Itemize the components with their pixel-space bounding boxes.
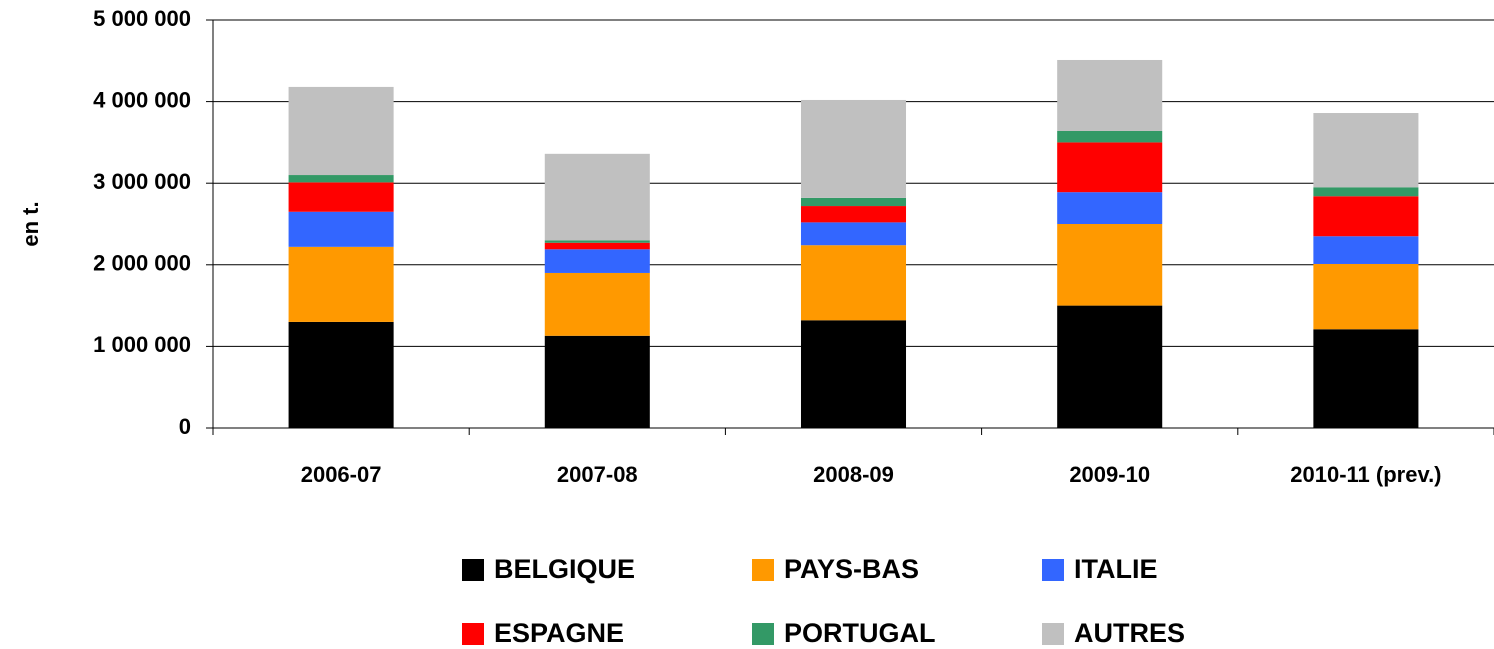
bar-segment [544,240,650,243]
bar-segment [1313,236,1419,264]
bar-segment [1313,263,1419,330]
x-tick-label: 2006-07 [301,462,382,487]
bar-segment [1057,305,1163,428]
bar-segment [288,246,394,322]
bar-segment [800,245,907,321]
y-axis-label: en t. [18,201,43,246]
bar-segment [288,211,394,247]
bar-segment [800,197,907,207]
bar-segment [288,182,394,212]
bar-segment [1057,142,1163,193]
legend-label: ITALIE [1074,554,1158,584]
legend-swatch [752,559,774,581]
bar-segment [1057,130,1163,143]
bar-segment [800,206,907,223]
bar-segment [1057,192,1163,224]
bar-segment [1313,113,1419,188]
bar-segment [1313,187,1419,197]
bar-segment [288,175,394,183]
bar-segment [288,321,394,428]
y-tick-label: 2 000 000 [93,251,191,276]
bar-segment [800,320,907,428]
y-tick-label: 4 000 000 [93,87,191,112]
legend-label: PORTUGAL [784,618,936,648]
y-tick-label: 3 000 000 [93,169,191,194]
legend-swatch [462,623,484,645]
bar-segment [544,153,650,241]
legend-label: AUTRES [1074,618,1185,648]
legend-swatch [1042,623,1064,645]
legend-swatch [752,623,774,645]
bar-segment [1057,224,1163,306]
legend-swatch [462,559,484,581]
legend-label: BELGIQUE [494,554,635,584]
bar-segment [288,86,394,176]
x-tick-label: 2009-10 [1069,462,1150,487]
y-tick-label: 0 [179,414,191,439]
bar-segment [800,222,907,246]
legend-label: PAYS-BAS [784,554,919,584]
bar-segment [1313,196,1419,237]
bar-segment [800,99,907,198]
y-tick-label: 1 000 000 [93,332,191,357]
bar-segment [544,242,650,250]
x-tick-label: 2008-09 [813,462,894,487]
bar-segment [544,335,650,428]
bar-segment [1057,59,1163,131]
bar-segment [1313,329,1419,428]
x-tick-label: 2007-08 [557,462,638,487]
bar-segment [544,249,650,273]
y-tick-label: 5 000 000 [93,6,191,31]
legend-label: ESPAGNE [494,618,624,648]
legend-swatch [1042,559,1064,581]
x-tick-label: 2010-11 (prev.) [1290,462,1441,487]
bar-segment [544,272,650,336]
